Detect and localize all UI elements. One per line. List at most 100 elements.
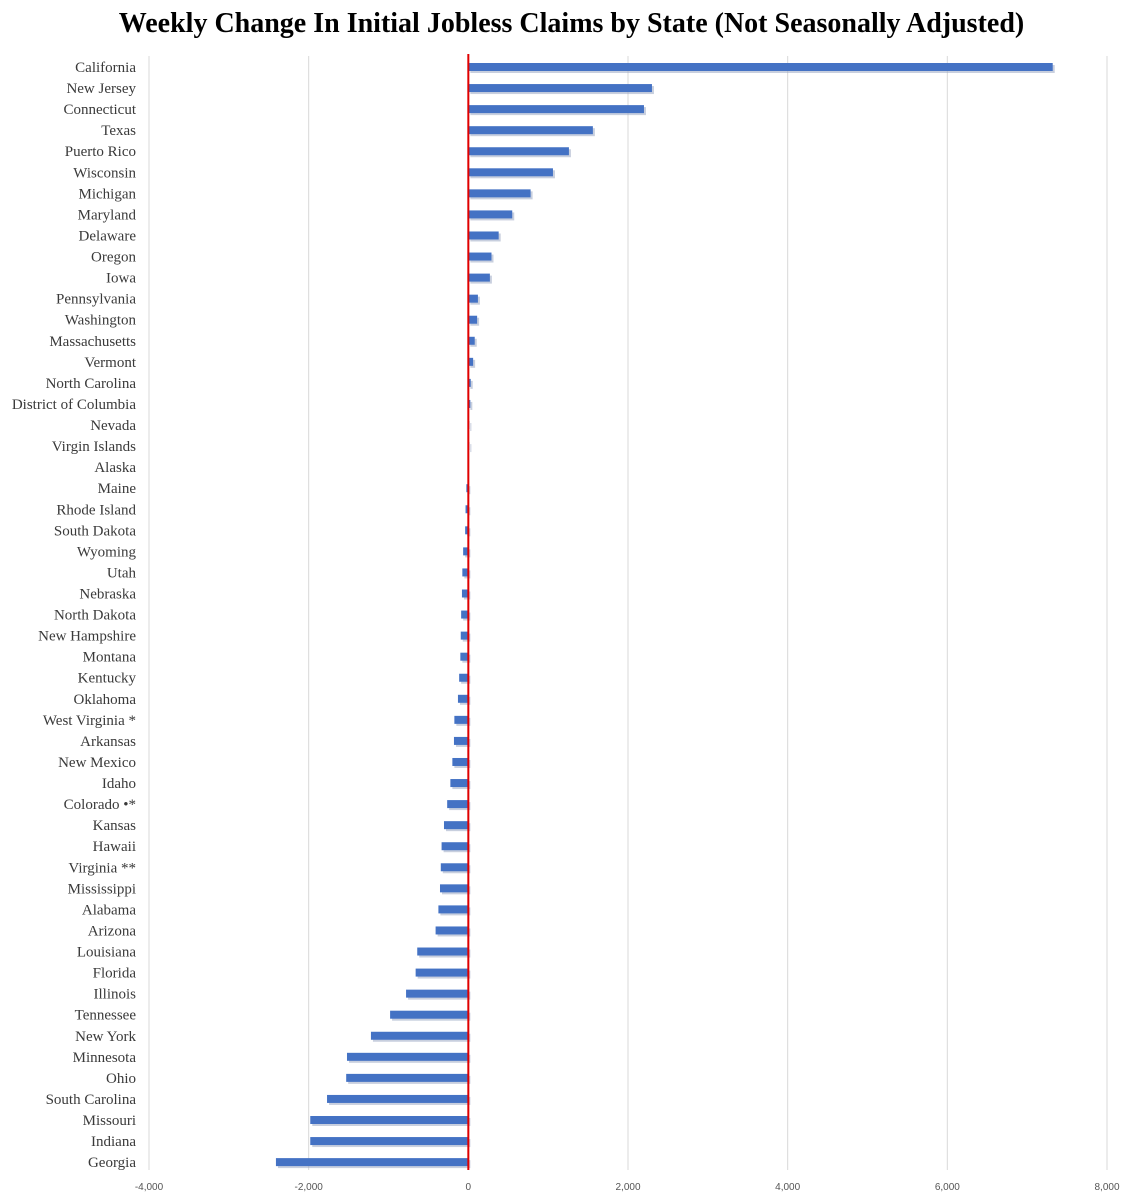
category-label: New Mexico [58,755,136,771]
bar [468,252,492,261]
bar [370,1031,469,1040]
category-label: Alabama [82,902,136,918]
category-label: Rhode Island [56,502,136,518]
bars [275,63,1055,1169]
bar [452,757,469,766]
category-label: Nebraska [79,587,136,603]
category-label: Massachusetts [49,334,136,350]
bar [465,526,469,535]
category-label: Florida [93,966,137,982]
bar [468,147,569,156]
category-label: North Carolina [46,376,137,392]
bar [441,842,469,851]
bar [460,631,469,640]
bar [406,989,469,998]
category-label: Texas [101,123,136,139]
category-label: Missouri [83,1113,136,1129]
x-tick-label: 4,000 [775,1182,800,1193]
category-label: Tennessee [75,1008,137,1024]
category-label: Vermont [84,355,136,371]
category-label: Maryland [78,207,137,223]
bar [438,905,469,914]
bar [346,1073,469,1082]
bar [468,168,553,177]
category-label: Connecticut [64,102,137,118]
bar [468,126,593,135]
bar [450,779,469,788]
bar [460,652,469,661]
category-label: South Dakota [54,523,136,539]
category-label: Wyoming [77,544,137,560]
category-label: Georgia [88,1155,136,1171]
category-label: Illinois [93,987,136,1003]
bar [461,610,469,619]
category-label: Utah [107,565,137,581]
x-tick-label: 2,000 [615,1182,640,1193]
bar [415,968,469,977]
bar [462,568,469,577]
bar [454,715,469,724]
category-label: Minnesota [73,1050,137,1066]
bar [390,1010,469,1019]
category-label: Hawaii [93,839,136,855]
category-label: Washington [65,313,137,329]
gridlines [148,56,1108,1170]
bar [468,189,531,198]
bar [468,336,475,345]
category-label: Oklahoma [74,692,137,708]
category-label: Oregon [91,250,136,266]
category-label: New Hampshire [38,629,136,645]
chart-title: Weekly Change In Initial Jobless Claims … [118,8,1025,39]
bar [439,884,469,893]
category-label: Iowa [106,271,136,287]
bar [468,63,1053,71]
bar [327,1094,469,1103]
category-label: Idaho [102,776,136,792]
bar [468,315,478,324]
category-label: Indiana [91,1134,136,1150]
x-tick-label: -2,000 [294,1182,323,1193]
category-label: Montana [83,650,137,666]
bar [465,505,469,514]
bar [468,84,652,93]
category-label: Ohio [106,1071,136,1087]
bar [435,926,469,935]
category-label: New Jersey [66,81,136,97]
category-label: Virgin Islands [52,439,136,455]
bar [447,800,469,809]
category-label: Arizona [88,923,137,939]
bar [346,1052,469,1061]
category-label: District of Columbia [12,397,136,413]
bar [417,947,469,956]
bar [463,547,469,556]
bar [457,694,469,703]
category-label: Pennsylvania [56,292,136,308]
bar [468,105,644,114]
bar [461,589,469,598]
category-label: California [75,60,136,76]
category-label: Louisiana [77,945,136,961]
category-label: Mississippi [68,881,136,897]
category-labels: California New Jersey Connecticut Texas Puer… [12,60,137,1171]
x-tick-label: 8,000 [1094,1182,1119,1193]
bar-shadow [468,486,471,495]
bar [443,821,469,830]
category-label: Virginia ** [68,860,136,876]
bar-shadow [470,423,472,432]
bar [468,231,499,240]
category-label: Alaska [94,460,136,476]
category-label: Delaware [79,228,137,244]
category-label: Puerto Rico [65,144,136,160]
x-tick-labels: -4,000 -2,000 0 2,000 4,000 6,000 8,000 [135,1182,1120,1193]
category-label: Kansas [93,818,136,834]
category-label: Michigan [79,186,137,202]
bar [275,1158,469,1167]
x-tick-label: -4,000 [135,1182,164,1193]
bar [468,378,471,387]
bar [468,294,478,303]
category-label: West Virginia * [43,713,136,729]
bar [453,736,469,745]
category-label: New York [75,1029,136,1045]
category-label: Nevada [90,418,136,434]
